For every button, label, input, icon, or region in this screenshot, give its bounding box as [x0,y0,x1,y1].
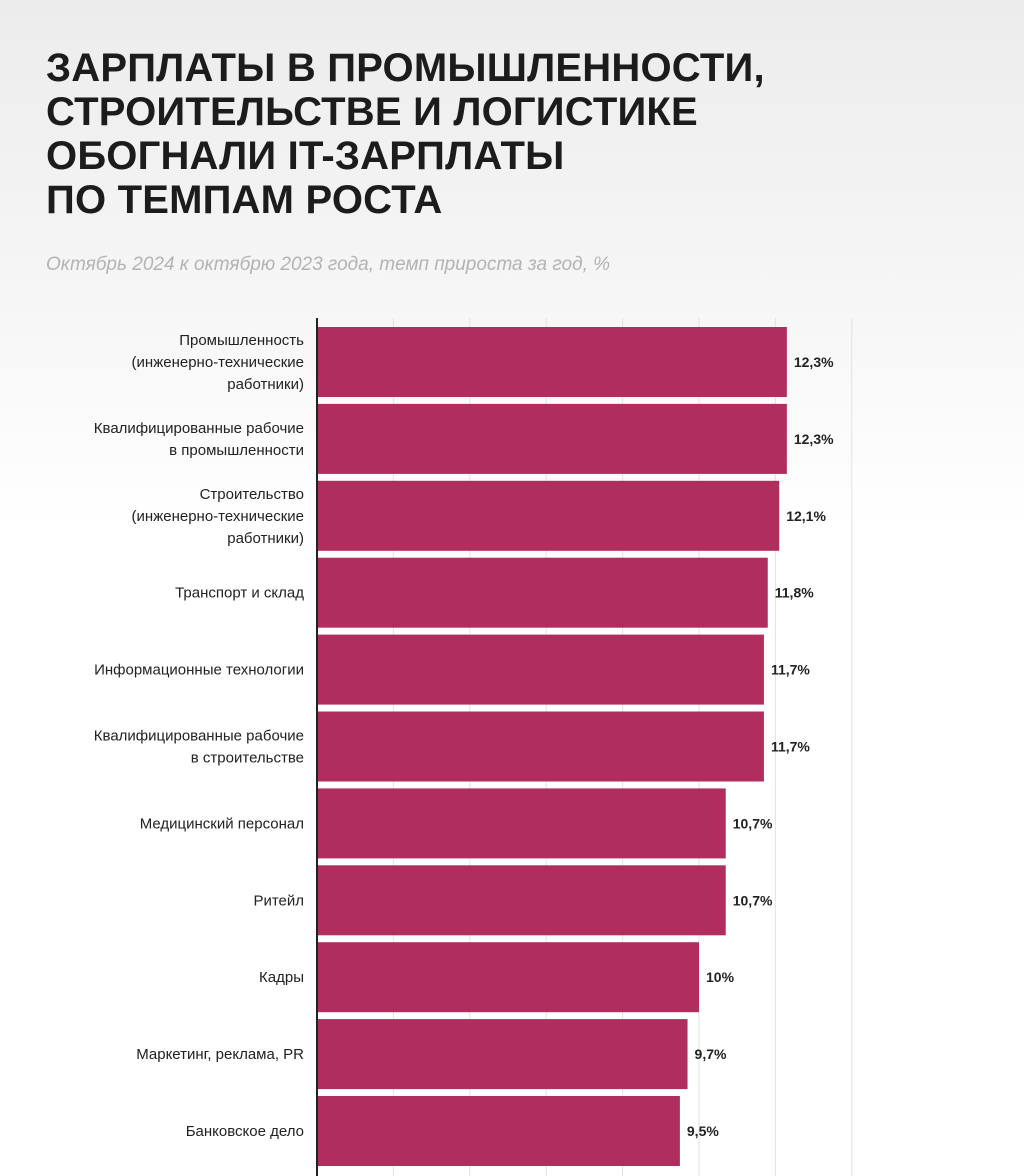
category-label: Кадры [259,969,304,986]
chart-title-line: ЗАРПЛАТЫ В ПРОМЫШЛЕННОСТИ, [46,46,765,90]
chart-title: ЗАРПЛАТЫ В ПРОМЫШЛЕННОСТИ, СТРОИТЕЛЬСТВЕ… [46,46,946,222]
bar [317,942,699,1013]
bar-value-label: 9,5% [687,1123,719,1139]
bar-value-label: 9,7% [695,1046,727,1062]
bar-value-label: 11,8% [775,585,814,601]
bar [317,634,764,705]
category-label: Информационные технологии [94,662,304,679]
bar [317,327,787,397]
category-label: Квалифицированные рабочие в строительстве [94,728,304,767]
category-label: Медицинский персонал [140,815,304,832]
bar-value-label: 12,1% [786,508,826,524]
category-label: Промышленность (инженерно-технические рабо… [132,332,305,393]
category-label: Маркетинг, реклама, PR [136,1046,304,1063]
category-label: Транспорт и склад [175,585,304,602]
bar-value-label: 10,7% [733,892,773,908]
bar [317,403,787,474]
category-label: Квалифицированные рабочие в промышленност… [94,420,304,459]
bar [317,480,780,551]
bar-value-label: 11,7% [771,662,810,678]
bar [317,711,764,782]
category-label: Банковское дело [186,1123,304,1140]
chart-subtitle: Октябрь 2024 к октябрю 2023 года, темп п… [46,254,611,275]
bar-value-label: 12,3% [794,431,834,447]
category-label: Ритейл [253,892,304,909]
chart-title-line: ОБОГНАЛИ IT-ЗАРПЛАТЫ [46,134,565,178]
bar [317,865,726,936]
bar [317,788,726,859]
bar [317,1096,680,1166]
bar-value-label: 10% [706,969,735,985]
bar-value-label: 10,7% [733,815,773,831]
bar-value-label: 11,7% [771,739,810,755]
chart-title-line: СТРОИТЕЛЬСТВЕ И ЛОГИСТИКЕ [46,90,698,134]
bar [317,557,768,628]
bar [317,1019,688,1090]
bar-value-label: 12,3% [794,354,834,370]
category-label: Строительство (инженерно-технические работ… [132,486,304,547]
chart-title-line: ПО ТЕМПАМ РОСТА [46,178,443,222]
